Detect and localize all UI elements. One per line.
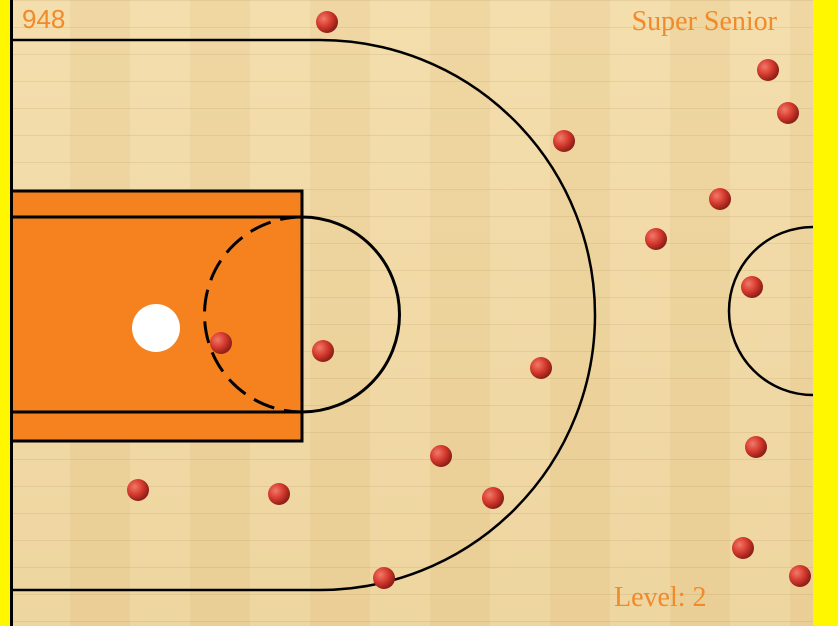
enemy-ball (210, 332, 232, 354)
enemy-ball (312, 340, 334, 362)
three-point-line (10, 38, 597, 592)
game-canvas[interactable]: 948 Super Senior Level: 2 (10, 0, 813, 626)
free-throw-arc-solid (301, 215, 401, 414)
enemy-ball (373, 567, 395, 589)
difficulty-label: Super Senior (631, 6, 777, 37)
free-throw-arc-dashed (203, 215, 303, 414)
enemy-ball (268, 483, 290, 505)
level-indicator: Level: 2 (614, 582, 707, 613)
enemy-ball (757, 59, 779, 81)
enemy-ball (789, 565, 811, 587)
enemy-ball (741, 276, 763, 298)
enemy-ball (645, 228, 667, 250)
enemy-ball (316, 11, 338, 33)
enemy-ball (553, 130, 575, 152)
enemy-ball (709, 188, 731, 210)
player-ball (132, 304, 180, 352)
score-display: 948 (22, 4, 66, 34)
court-left-boundary (10, 0, 13, 626)
enemy-ball (127, 479, 149, 501)
enemy-ball (430, 445, 452, 467)
enemy-balls (127, 11, 811, 589)
enemy-ball (745, 436, 767, 458)
enemy-ball (482, 487, 504, 509)
court (10, 11, 813, 592)
enemy-ball (732, 537, 754, 559)
center-circle (727, 225, 813, 397)
enemy-ball (777, 102, 799, 124)
enemy-ball (530, 357, 552, 379)
